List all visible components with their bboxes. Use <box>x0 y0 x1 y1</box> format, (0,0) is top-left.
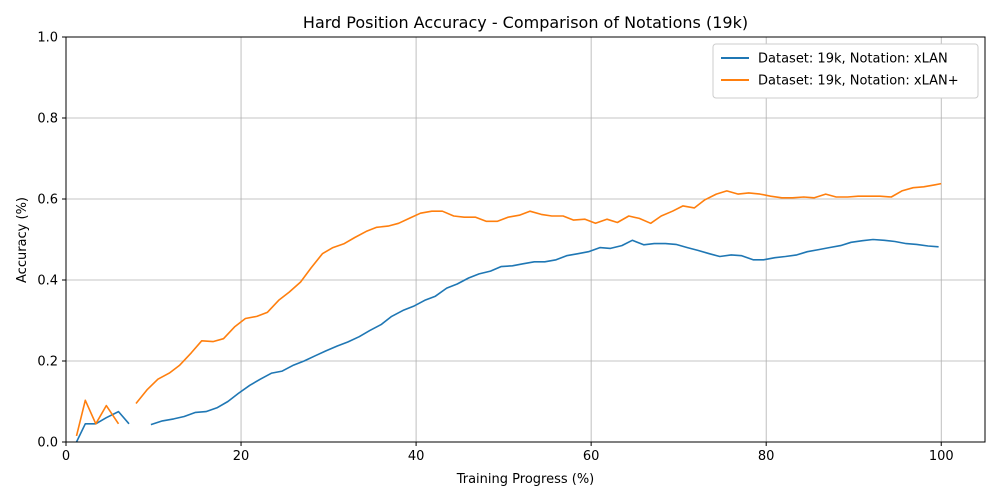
y-tick-label: 0.8 <box>37 112 58 127</box>
x-tick-label: 40 <box>408 449 425 464</box>
x-axis: 0 20 40 60 80 100 <box>62 442 954 464</box>
x-tick-label: 80 <box>758 449 775 464</box>
chart-title: Hard Position Accuracy - Comparison of N… <box>303 13 748 32</box>
y-tick-label: 0.6 <box>37 193 58 208</box>
x-tick-label: 60 <box>583 449 600 464</box>
series-line-segment <box>75 410 130 443</box>
x-tick-label: 20 <box>233 449 250 464</box>
y-tick-label: 1.0 <box>37 31 58 46</box>
legend: Dataset: 19k, Notation: xLAN Dataset: 19k… <box>712 43 979 99</box>
legend-box <box>712 43 979 99</box>
series-2 <box>75 182 942 437</box>
legend-entry: Dataset: 19k, Notation: xLAN <box>758 52 948 67</box>
y-tick-label: 0.0 <box>37 436 58 451</box>
series-layer <box>75 182 942 443</box>
series-line-segment <box>150 238 939 426</box>
legend-entry: Dataset: 19k, Notation: xLAN+ <box>758 74 959 89</box>
series-line-segment <box>75 399 120 437</box>
series-1 <box>75 238 939 443</box>
y-tick-label: 0.2 <box>37 355 58 370</box>
plot-frame <box>65 36 986 443</box>
y-axis: 0.0 0.2 0.4 0.6 0.8 1.0 <box>37 31 66 451</box>
y-tick-label: 0.4 <box>37 274 58 289</box>
series-line-segment <box>135 182 942 405</box>
y-axis-label: Accuracy (%) <box>15 197 30 283</box>
x-tick-label: 0 <box>62 449 70 464</box>
x-axis-label: Training Progress (%) <box>456 472 595 487</box>
x-tick-label: 100 <box>929 449 954 464</box>
